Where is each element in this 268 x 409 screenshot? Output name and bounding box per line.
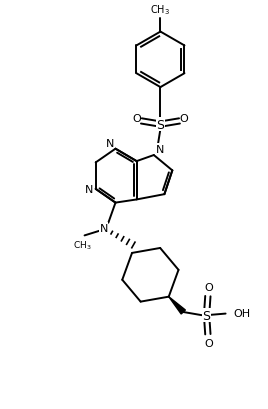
Polygon shape (169, 297, 185, 314)
Text: CH$_3$: CH$_3$ (150, 3, 170, 17)
Text: O: O (204, 283, 213, 293)
Text: N: N (155, 145, 164, 155)
Text: N: N (99, 223, 108, 234)
Text: S: S (203, 309, 211, 322)
Text: S: S (157, 118, 165, 131)
Text: O: O (180, 113, 189, 124)
Text: N: N (85, 184, 94, 194)
Text: N: N (106, 138, 114, 148)
Text: OH: OH (233, 308, 250, 318)
Text: O: O (132, 113, 141, 124)
Text: CH$_3$: CH$_3$ (73, 238, 92, 251)
Text: O: O (204, 338, 213, 348)
